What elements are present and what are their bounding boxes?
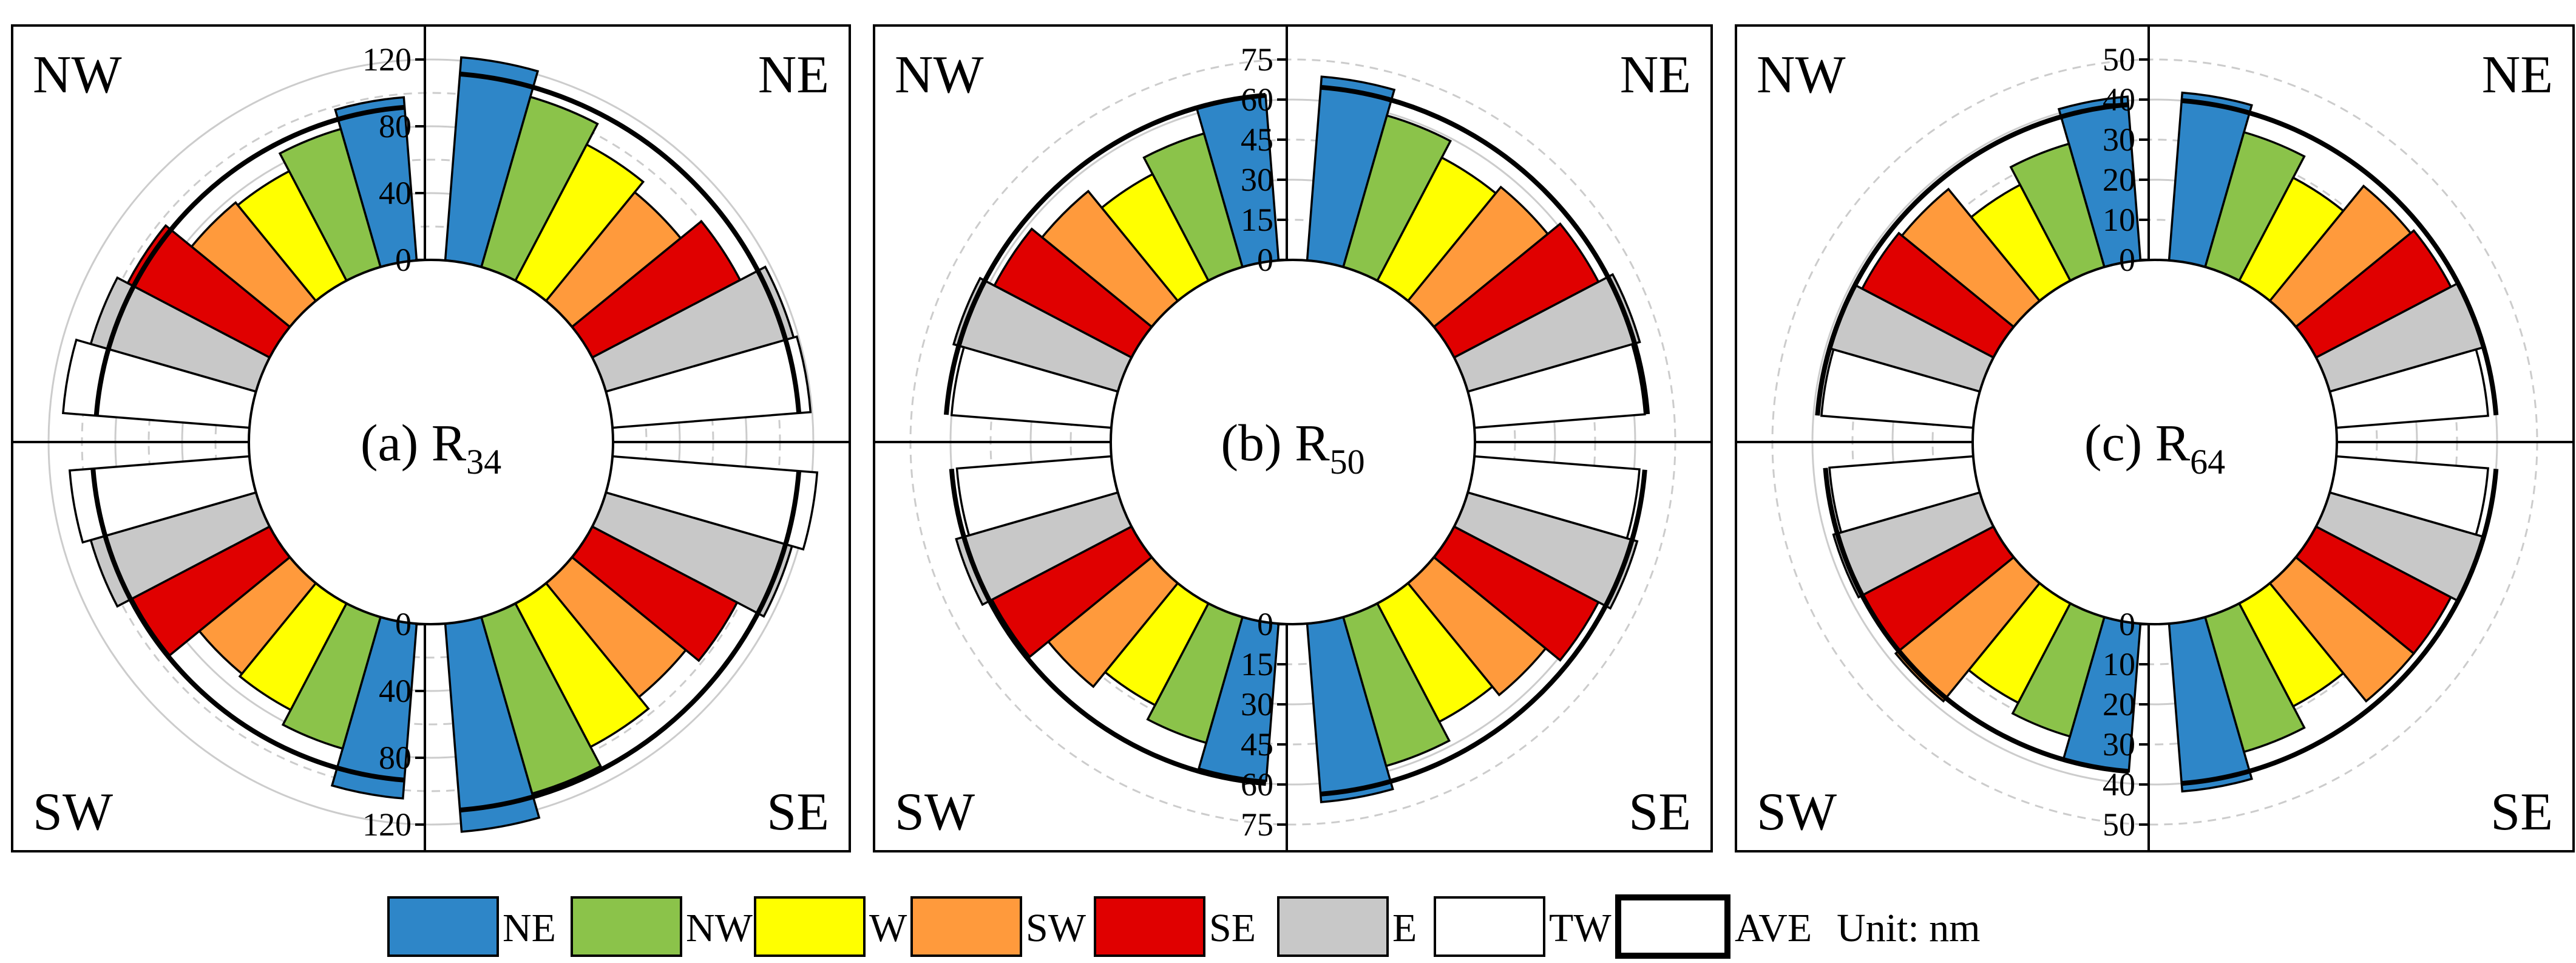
tick-label-upper: 30 <box>2103 121 2135 158</box>
tick-label-lower: 75 <box>1241 806 1273 843</box>
tick-label-lower: 120 <box>362 806 412 843</box>
inner-circle <box>248 259 614 625</box>
ave-arc-se <box>1320 469 1647 797</box>
tick-label-upper: 0 <box>1257 242 1273 278</box>
legend-label-ne: NE <box>503 906 556 950</box>
panel-title-main: R <box>432 413 467 472</box>
legend-swatch-w <box>754 896 866 957</box>
legend-swatch-ave <box>1615 894 1730 959</box>
legend-swatch-se <box>1094 896 1205 957</box>
tick-label-upper: 75 <box>1241 41 1273 78</box>
quadrant-label-sw: SW <box>1757 783 1837 842</box>
tick-label-lower: 30 <box>1241 686 1273 723</box>
tick-label-upper: 10 <box>2103 202 2135 238</box>
tick-label-lower: 40 <box>2103 766 2135 803</box>
quadrant-label-se: SE <box>767 783 829 842</box>
legend-swatch-tw <box>1434 896 1545 957</box>
ave-arc-nw <box>93 104 405 416</box>
ave-arc-ne <box>1320 84 1650 415</box>
panel-frame <box>1735 24 2575 852</box>
quadrant-label-sw: SW <box>895 783 975 842</box>
tick-label-upper: 15 <box>1241 202 1273 238</box>
legend-label-se: SE <box>1209 906 1256 950</box>
tick-label-lower: 20 <box>2103 686 2135 723</box>
legend-swatch-nw <box>571 896 682 957</box>
tick-label-lower: 60 <box>1241 766 1273 803</box>
panel-title-main: R <box>2155 413 2191 472</box>
ave-arc-sw <box>949 468 1267 786</box>
tick-label-upper: 40 <box>379 175 412 211</box>
legend-label-sw: SW <box>1026 906 1086 950</box>
panel-frame <box>873 24 1713 852</box>
legend-label-w: W <box>869 906 907 950</box>
tick-label-lower: 0 <box>2119 606 2135 642</box>
ave-arc-sw <box>1823 468 2129 774</box>
ave-arc-ne <box>2181 98 2499 416</box>
legend-label-e: E <box>1392 906 1417 950</box>
tick-label-upper: 120 <box>362 41 412 78</box>
tick-label-lower: 40 <box>379 673 412 709</box>
tick-label-upper: 30 <box>1241 162 1273 198</box>
quadrant-label-nw: NW <box>33 46 122 104</box>
legend-label-nw: NW <box>686 906 753 950</box>
legend: NE NW W SW SE E TW AVE Unit: nm <box>387 894 1981 959</box>
panel-title: (b) R50 <box>1221 413 1364 482</box>
legend-label-ave: AVE <box>1735 906 1812 950</box>
tick-label-lower: 0 <box>395 606 412 642</box>
quadrant-label-se: SE <box>2490 783 2553 842</box>
tick-label-upper: 80 <box>379 108 412 145</box>
ave-arc-nw <box>943 92 1266 415</box>
legend-swatch-ne <box>387 896 499 957</box>
ave-arc-ne <box>459 71 802 413</box>
tick-label-lower: 80 <box>379 740 412 776</box>
tick-label-lower: 10 <box>2103 646 2135 682</box>
ave-arc-sw <box>90 468 405 783</box>
quadrant-label-ne: NE <box>758 46 829 104</box>
panel-title-prefix: (c) <box>2084 413 2155 472</box>
quadrant-label-se: SE <box>1629 783 1691 842</box>
panel-title-prefix: (b) <box>1221 413 1295 472</box>
ave-arc-se <box>459 471 802 813</box>
panel-title: (a) R34 <box>361 413 501 482</box>
panel-title-prefix: (a) <box>361 413 432 472</box>
tick-label-upper: 45 <box>1241 121 1273 158</box>
tick-label-upper: 40 <box>2103 81 2135 118</box>
ave-arc-se <box>2181 468 2499 786</box>
legend-swatch-e <box>1277 896 1389 957</box>
panel-title-main: R <box>1295 413 1330 472</box>
legend-label-tw: TW <box>1549 906 1612 950</box>
quadrant-label-ne: NE <box>2482 46 2553 104</box>
panel-a: 0 0 40 40 80 80 120 120 NW NE SW SE (a) R34 <box>11 24 851 852</box>
quadrant-label-nw: NW <box>1757 46 1846 104</box>
legend-swatch-sw <box>910 896 1022 957</box>
panel-title-subscript: 64 <box>2190 442 2225 482</box>
tick-label-lower: 45 <box>1241 726 1273 763</box>
tick-label-lower: 15 <box>1241 646 1273 682</box>
tick-label-upper: 50 <box>2103 41 2135 78</box>
tick-label-upper: 60 <box>1241 81 1273 118</box>
tick-label-lower: 50 <box>2103 806 2135 843</box>
quadrant-label-nw: NW <box>895 46 984 104</box>
tick-label-upper: 0 <box>2119 242 2135 278</box>
ave-arc-nw <box>1815 102 2129 416</box>
tick-label-lower: 0 <box>1257 606 1273 642</box>
quadrant-label-sw: SW <box>33 783 113 842</box>
quadrant-label-ne: NE <box>1620 46 1691 104</box>
panel-frame <box>11 24 851 852</box>
inner-circle <box>1110 259 1476 625</box>
panel-title: (c) R64 <box>2084 413 2225 482</box>
panel-title-subscript: 50 <box>1330 442 1365 482</box>
inner-circle <box>1971 259 2338 625</box>
panel-title-subscript: 34 <box>466 442 501 482</box>
tick-label-upper: 20 <box>2103 162 2135 198</box>
legend-unit-label: Unit: nm <box>1837 906 1981 950</box>
tick-label-upper: 0 <box>395 242 412 278</box>
tick-label-lower: 30 <box>2103 726 2135 763</box>
